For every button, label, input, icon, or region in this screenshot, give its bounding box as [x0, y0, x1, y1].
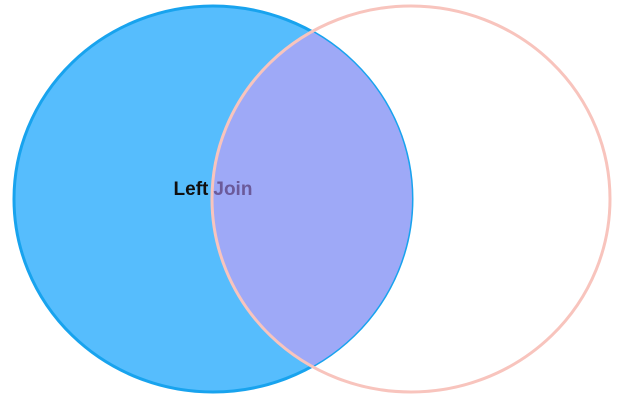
label-word-right: Join	[213, 179, 252, 200]
right-set-circle	[210, 4, 612, 394]
venn-label: Left Join	[174, 179, 253, 200]
label-word-left: Left	[174, 179, 210, 200]
intersection-region	[211, 6, 412, 392]
